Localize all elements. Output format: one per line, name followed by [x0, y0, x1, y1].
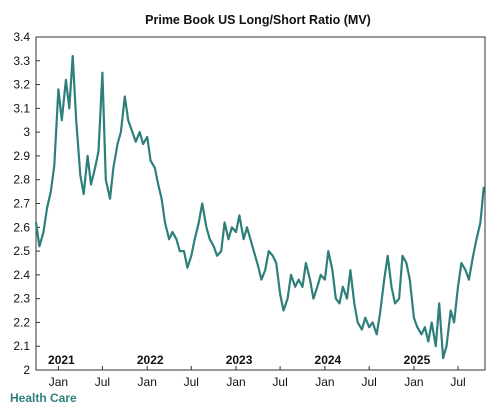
y-tick-label: 3.4	[13, 30, 30, 44]
y-tick-label: 2.4	[13, 268, 30, 282]
x-axis: Jan Jul Jan Jul Jan Jul Jan Jul Jan Jul	[49, 366, 466, 389]
x-tick-label: Jan	[138, 375, 157, 389]
y-tick-label: 3.2	[13, 78, 30, 92]
y-tick-label: 2.7	[13, 197, 30, 211]
y-tick-label: 2.1	[13, 339, 30, 353]
y-tick-label: 2.8	[13, 173, 30, 187]
y-tick-label: 2.2	[13, 315, 30, 329]
y-tick-label: 2.3	[13, 292, 30, 306]
series-line-health-care	[34, 54, 485, 360]
chart-title: Prime Book US Long/Short Ratio (MV)	[145, 13, 371, 27]
x-tick-label: Jul	[361, 375, 376, 389]
x-tick-label: Jan	[226, 375, 245, 389]
y-tick-label: 2	[23, 363, 30, 377]
x-tick-label: Jul	[272, 375, 287, 389]
sector-label: Health Care	[10, 391, 77, 405]
year-label: 2023	[226, 353, 253, 367]
y-axis: 2 2.1 2.2 2.3 2.4 2.5 2.6 2.7 2.8 2.9 3 3.1 3.2 3.3 3.…	[13, 30, 40, 377]
year-label: 2025	[404, 353, 431, 367]
x-tick-label: Jul	[184, 375, 199, 389]
x-tick-label: Jul	[95, 375, 110, 389]
x-tick-label: Jan	[49, 375, 68, 389]
y-tick-label: 3.1	[13, 101, 30, 115]
y-tick-label: 2.9	[13, 149, 30, 163]
x-tick-label: Jul	[450, 375, 465, 389]
year-label: 2024	[315, 353, 342, 367]
year-label: 2022	[137, 353, 164, 367]
x-tick-label: Jan	[404, 375, 423, 389]
year-label: 2021	[48, 353, 75, 367]
y-tick-label: 3	[23, 125, 30, 139]
x-tick-label: Jan	[315, 375, 334, 389]
y-tick-label: 2.5	[13, 244, 30, 258]
y-tick-label: 3.3	[13, 54, 30, 68]
year-labels: 2021 2022 2023 2024 2025	[48, 353, 431, 367]
y-tick-label: 2.6	[13, 220, 30, 234]
